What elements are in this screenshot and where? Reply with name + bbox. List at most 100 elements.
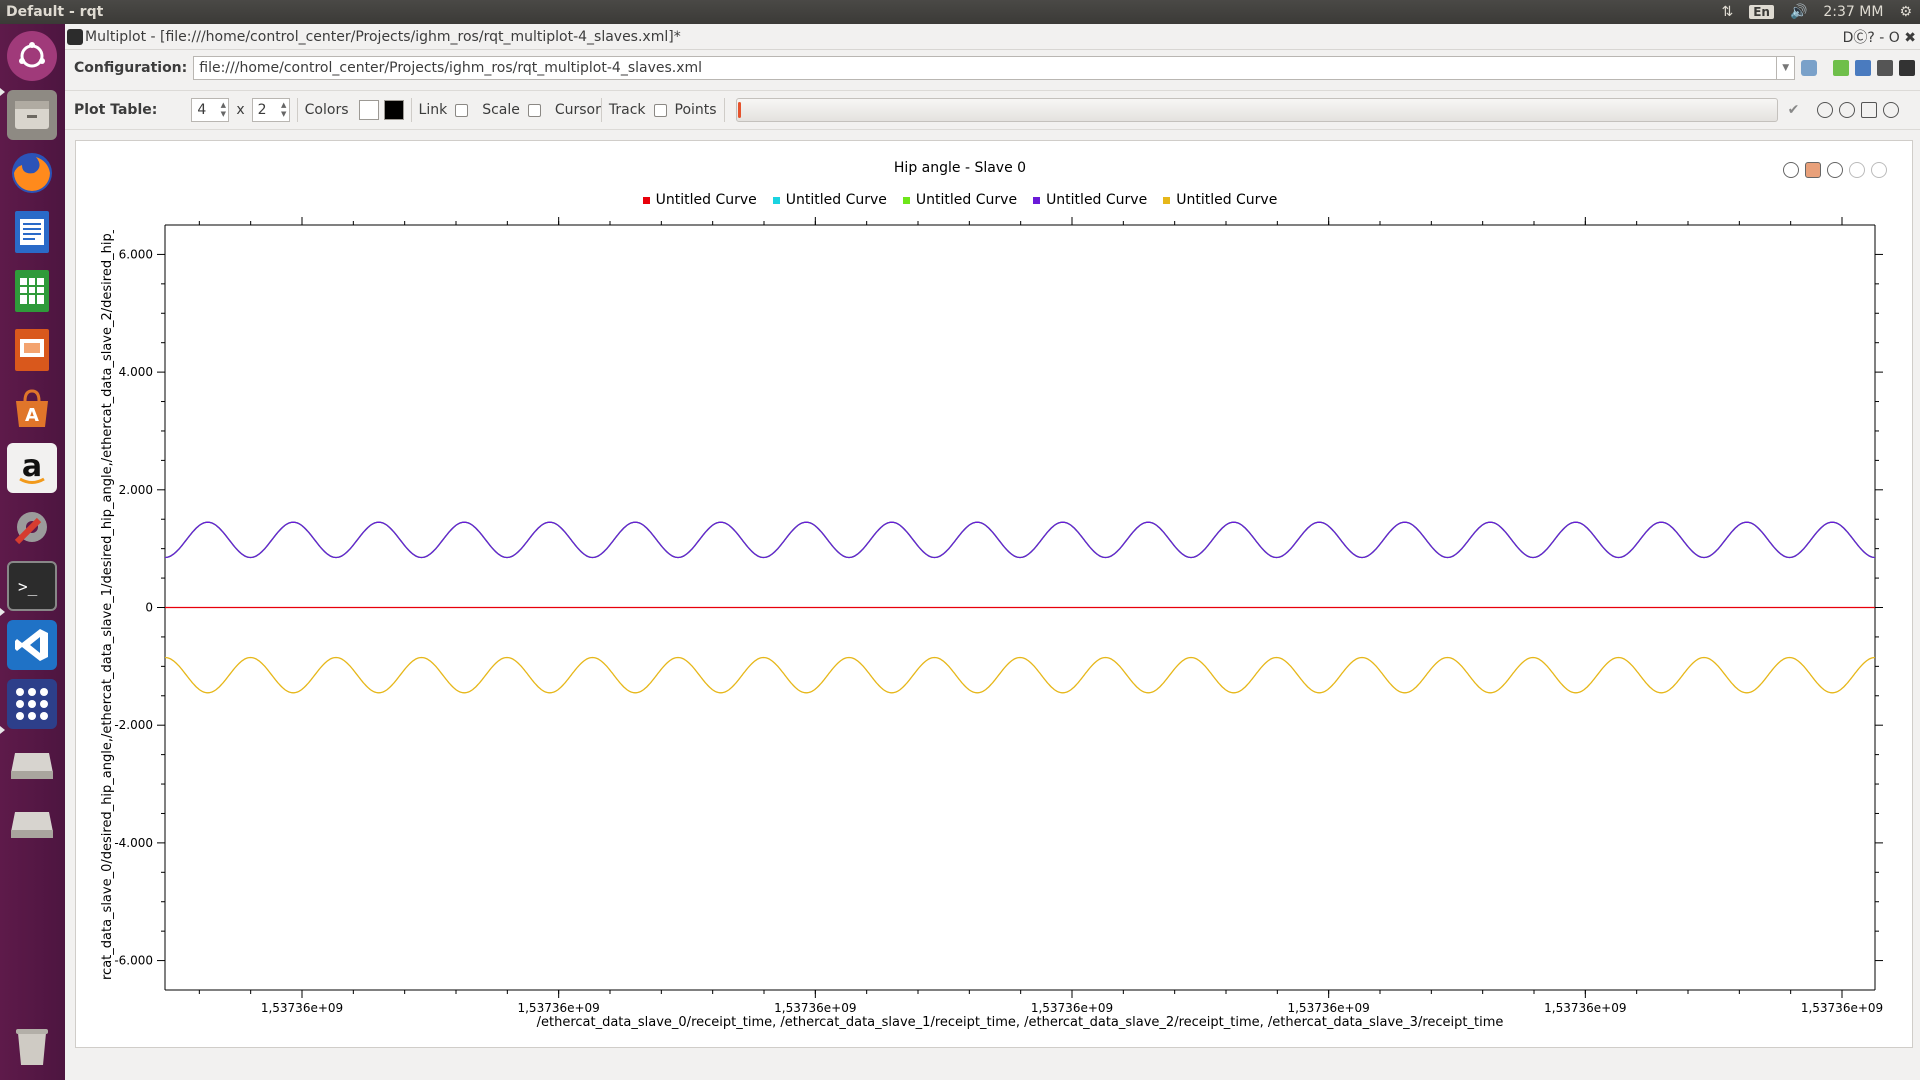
gear-icon[interactable]: ⚙ [1899, 4, 1912, 20]
spin-arrows-icon[interactable]: ▲ ▼ [280, 101, 287, 118]
legend-swatch [642, 196, 650, 204]
export-icon[interactable] [1883, 102, 1900, 118]
plot-table-row: Plot Table: 4 ▲ ▼ x 2 ▲ ▼ Colors Link Scale … [65, 90, 1920, 130]
software-icon[interactable]: A [7, 384, 57, 434]
app-title-bar: Multiplot - [file:///home/control_center… [65, 24, 1920, 50]
cols-spinbox[interactable]: 2 ▲ ▼ [251, 98, 290, 122]
y-tick-label: 4.000 [119, 365, 153, 379]
writer-icon[interactable] [7, 207, 57, 257]
spin-arrows-icon[interactable]: ▲ ▼ [220, 101, 227, 118]
export-icon[interactable] [1827, 162, 1843, 178]
clear-icon[interactable] [1801, 60, 1818, 76]
curve-line [164, 656, 1876, 694]
svg-text:a: a [22, 449, 42, 484]
legend-swatch [1033, 196, 1041, 204]
apps-icon[interactable] [7, 679, 57, 729]
calc-icon[interactable] [7, 266, 57, 316]
plot-frame [75, 140, 1913, 1048]
trash-icon[interactable] [7, 1022, 57, 1072]
new-file-icon[interactable] [1833, 60, 1850, 76]
zoom-out-icon[interactable] [1871, 162, 1887, 178]
times-label: x [236, 102, 245, 118]
legend-item[interactable]: Untitled Curve [642, 192, 757, 208]
link-label: Link [418, 102, 448, 118]
background-color-button[interactable] [358, 100, 379, 120]
plot-controls [1783, 162, 1887, 178]
legend-label: Untitled Curve [915, 192, 1018, 208]
separator [296, 98, 298, 122]
clear-plots-icon[interactable] [1861, 102, 1878, 118]
clock[interactable]: 2:37 MM [1823, 4, 1884, 20]
scale-label: Scale [482, 102, 520, 118]
plot-title: Hip angle - Slave 0 [893, 160, 1027, 176]
separator [723, 98, 725, 122]
x-tick-label: 1,53736e+09 [517, 1001, 599, 1015]
x-axis-label: /ethercat_data_slave_0/receipt_time, /et… [536, 1015, 1504, 1030]
legend-item[interactable]: Untitled Curve [1163, 192, 1277, 208]
drive-icon[interactable] [7, 797, 57, 847]
save-as-icon[interactable] [1899, 60, 1916, 76]
curve-line [164, 521, 1876, 559]
rows-value: 4 [197, 102, 207, 118]
keyboard-layout-indicator[interactable]: En [1749, 5, 1774, 19]
chevron-down-icon[interactable]: ▼ [1777, 56, 1796, 80]
points-label: Points [674, 102, 717, 118]
legend-item[interactable]: Untitled Curve [772, 192, 887, 208]
vscode-icon[interactable] [7, 620, 57, 670]
svg-text:>_: >_ [18, 577, 38, 596]
y-axis-label: rcat_data_slave_0/desired_hip_angle,/eth… [100, 230, 115, 980]
amazon-icon[interactable]: a [7, 443, 57, 493]
volume-icon[interactable]: 🔊 [1789, 4, 1808, 20]
x-tick-label: 1,53736e+09 [1287, 1001, 1369, 1015]
legend-label: Untitled Curve [655, 192, 757, 208]
pause-icon[interactable] [1839, 102, 1856, 118]
x-tick-label: 1,53736e+09 [1544, 1001, 1626, 1015]
legend-item[interactable]: Untitled Curve [1033, 192, 1147, 208]
progress-fill [737, 102, 741, 118]
files-icon[interactable] [7, 90, 57, 140]
configuration-input[interactable] [193, 56, 1778, 80]
settings-icon[interactable] [1849, 162, 1865, 178]
y-tick-label: -2.000 [114, 718, 153, 732]
legend-item[interactable]: Untitled Curve [902, 192, 1018, 208]
track-checkbox[interactable] [653, 103, 667, 117]
y-tick-label: -4.000 [114, 836, 153, 850]
track-label: Track [608, 102, 646, 118]
ubuntu-icon[interactable] [7, 31, 57, 81]
svg-text:A: A [25, 405, 39, 426]
y-tick-label: 0 [145, 601, 153, 615]
save-icon[interactable] [1877, 60, 1894, 76]
scale-checkbox[interactable] [527, 103, 541, 117]
window-title: Default - rqt [6, 4, 104, 20]
x-tick-label: 1,53736e+09 [774, 1001, 856, 1015]
curve-line [164, 521, 1876, 559]
curve-line [164, 521, 1876, 559]
y-tick-label: -6.000 [114, 954, 153, 968]
clear-icon[interactable] [1805, 162, 1821, 178]
separator [410, 98, 412, 122]
configuration-row: Configuration: ▼ [65, 50, 1920, 86]
check-icon[interactable]: ✔ [1787, 102, 1800, 118]
cols-value: 2 [257, 102, 267, 118]
drive-icon[interactable] [7, 738, 57, 788]
app-title: Multiplot - [file:///home/control_center… [85, 28, 681, 45]
window-controls[interactable]: DⒸ? - O ✖ [1842, 29, 1916, 46]
terminal-icon[interactable]: >_ [7, 561, 57, 611]
app-icon [67, 28, 83, 45]
cursor-label: Cursor [554, 102, 601, 118]
open-file-icon[interactable] [1855, 60, 1872, 76]
plot-table-label: Plot Table: [74, 102, 158, 118]
y-tick-label: 6.000 [119, 247, 153, 261]
play-icon[interactable] [1817, 102, 1834, 118]
impress-icon[interactable] [7, 325, 57, 375]
network-icon[interactable]: ⇅ [1721, 4, 1734, 20]
link-checkbox[interactable] [455, 103, 469, 117]
settings-icon[interactable] [7, 502, 57, 552]
colors-label: Colors [304, 102, 349, 118]
foreground-color-button[interactable] [383, 100, 404, 120]
pause-icon[interactable] [1783, 162, 1799, 178]
firefox-icon[interactable] [7, 148, 57, 198]
launcher-pip [0, 608, 5, 616]
rows-spinbox[interactable]: 4 ▲ ▼ [191, 98, 230, 122]
